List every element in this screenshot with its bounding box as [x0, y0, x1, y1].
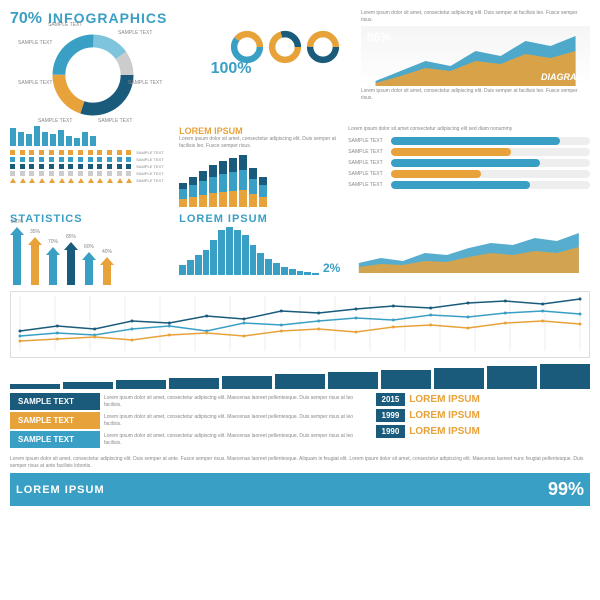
banners: SAMPLE TEXTLorem ipsum dolor sit amet, c…: [10, 393, 368, 449]
footer-bar: LOREM IPSUM 99%: [10, 473, 590, 506]
footer-text: Lorem ipsum dolor sit amet, consectetur …: [10, 456, 590, 469]
pct-100: 100%: [211, 60, 252, 78]
stats-title: STATISTICS: [10, 213, 171, 225]
pct-2: 2%: [323, 261, 340, 275]
icon-grid: SAMPLE TEXTSAMPLE TEXTSAMPLE TEXTSAMPLE …: [10, 150, 171, 183]
hist-title: LOREM IPSUM: [179, 213, 340, 225]
pct-86: 86%: [367, 30, 391, 44]
stacked-bar-chart: [179, 152, 340, 207]
simple-bars: [10, 126, 171, 146]
multiline-chart: [15, 296, 585, 351]
pct-70: 70%: [10, 10, 42, 28]
footer-pct: 99%: [548, 479, 584, 500]
horizontal-bars: SAMPLE TEXTSAMPLE TEXTSAMPLE TEXTSAMPLE …: [348, 137, 590, 189]
area-chart-2: [348, 213, 590, 273]
lorem-top: Lorem ipsum dolor sit amet, consectetur …: [361, 10, 590, 23]
arrow-chart: 100%35%70%85%60%40%: [10, 225, 171, 285]
footer-label: LOREM IPSUM: [16, 484, 105, 496]
step-bars: [10, 364, 590, 389]
year-ribbons: 2015LOREM IPSUM1999LOREM IPSUM1990LOREM …: [376, 393, 591, 438]
stacked-title: LOREM IPSUM: [179, 126, 340, 136]
mini-donuts: [230, 30, 353, 64]
main-donut: [48, 30, 138, 120]
diagram-label: DIAGRAM: [541, 72, 584, 82]
histogram: [179, 225, 319, 275]
